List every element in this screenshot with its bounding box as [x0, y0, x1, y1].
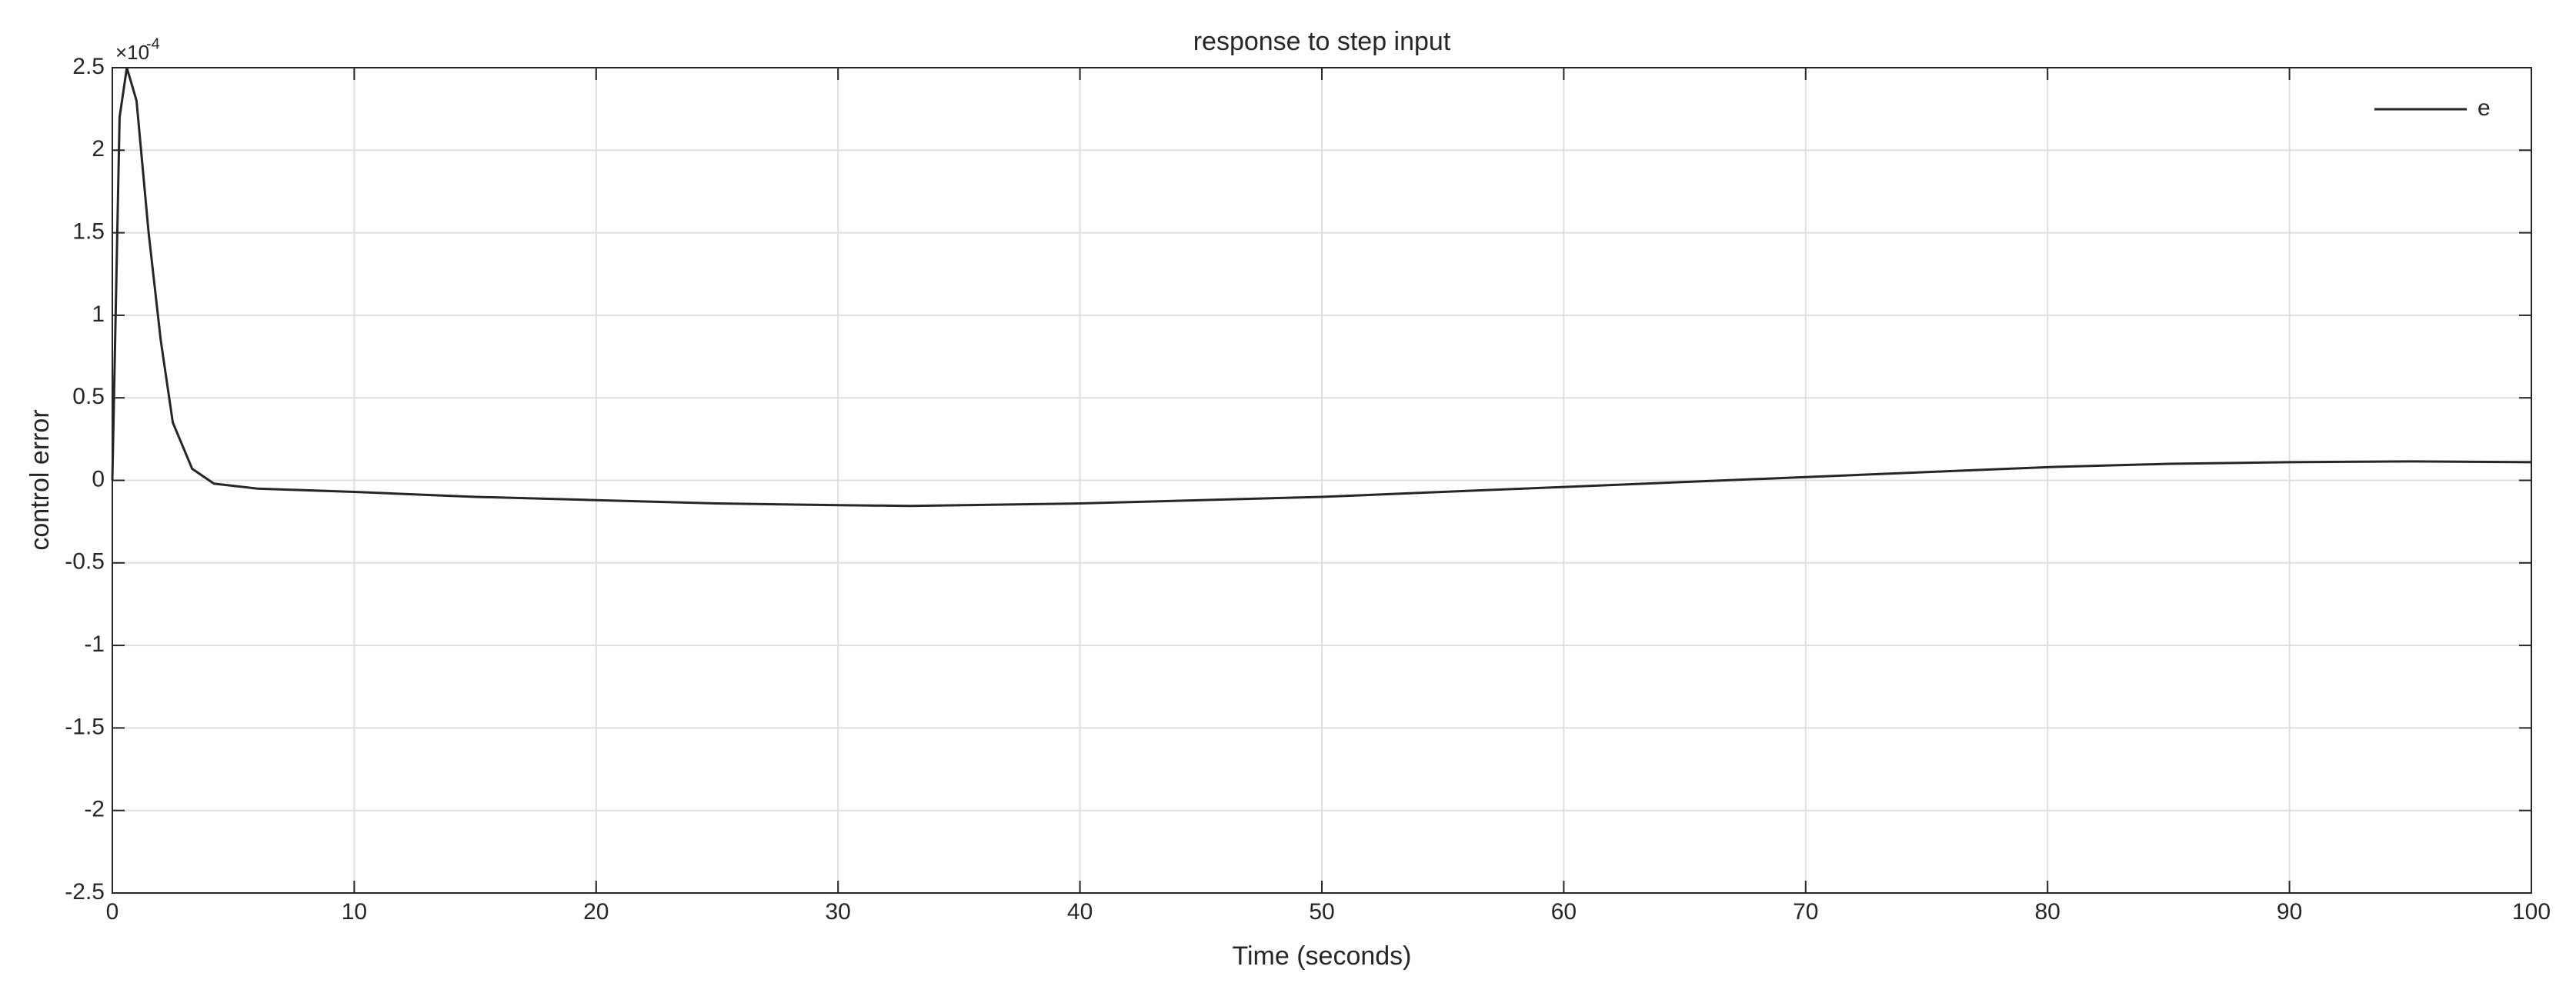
- y-exponent: -4: [146, 35, 160, 52]
- y-tick-label: 0.5: [72, 384, 105, 409]
- y-tick-label: 1.5: [72, 219, 105, 245]
- x-tick-label: 30: [826, 899, 851, 925]
- y-tick-label: -0.5: [65, 549, 105, 575]
- data-line: [111, 67, 2532, 508]
- x-tick-label: 90: [2277, 899, 2302, 925]
- x-axis-label: Time (seconds): [1232, 941, 1411, 971]
- x-tick-label: 0: [106, 899, 119, 925]
- y-tick-label: 0: [92, 466, 105, 492]
- y-exponent-base: ×10: [115, 41, 149, 64]
- y-tick-label: 1: [92, 302, 105, 327]
- x-tick-label: 60: [1551, 899, 1577, 925]
- x-tick-label: 20: [583, 899, 609, 925]
- x-tick-label: 100: [2512, 899, 2551, 925]
- x-tick-label: 70: [1793, 899, 1818, 925]
- x-tick-label: 80: [2035, 899, 2060, 925]
- y-tick-label: 2.5: [72, 54, 105, 79]
- x-tick-label: 10: [342, 899, 367, 925]
- x-tick-label: 40: [1067, 899, 1093, 925]
- legend-label: e: [2478, 95, 2491, 121]
- x-tick-label: 50: [1309, 899, 1334, 925]
- y-tick-label: -2: [84, 797, 105, 822]
- y-tick-label: -1: [84, 631, 105, 657]
- chart-title: response to step input: [1193, 27, 1451, 56]
- y-axis-label: control error: [25, 409, 55, 550]
- y-tick-label: -2.5: [65, 879, 105, 905]
- y-tick-label: -1.5: [65, 714, 105, 739]
- y-tick-label: 2: [92, 136, 105, 162]
